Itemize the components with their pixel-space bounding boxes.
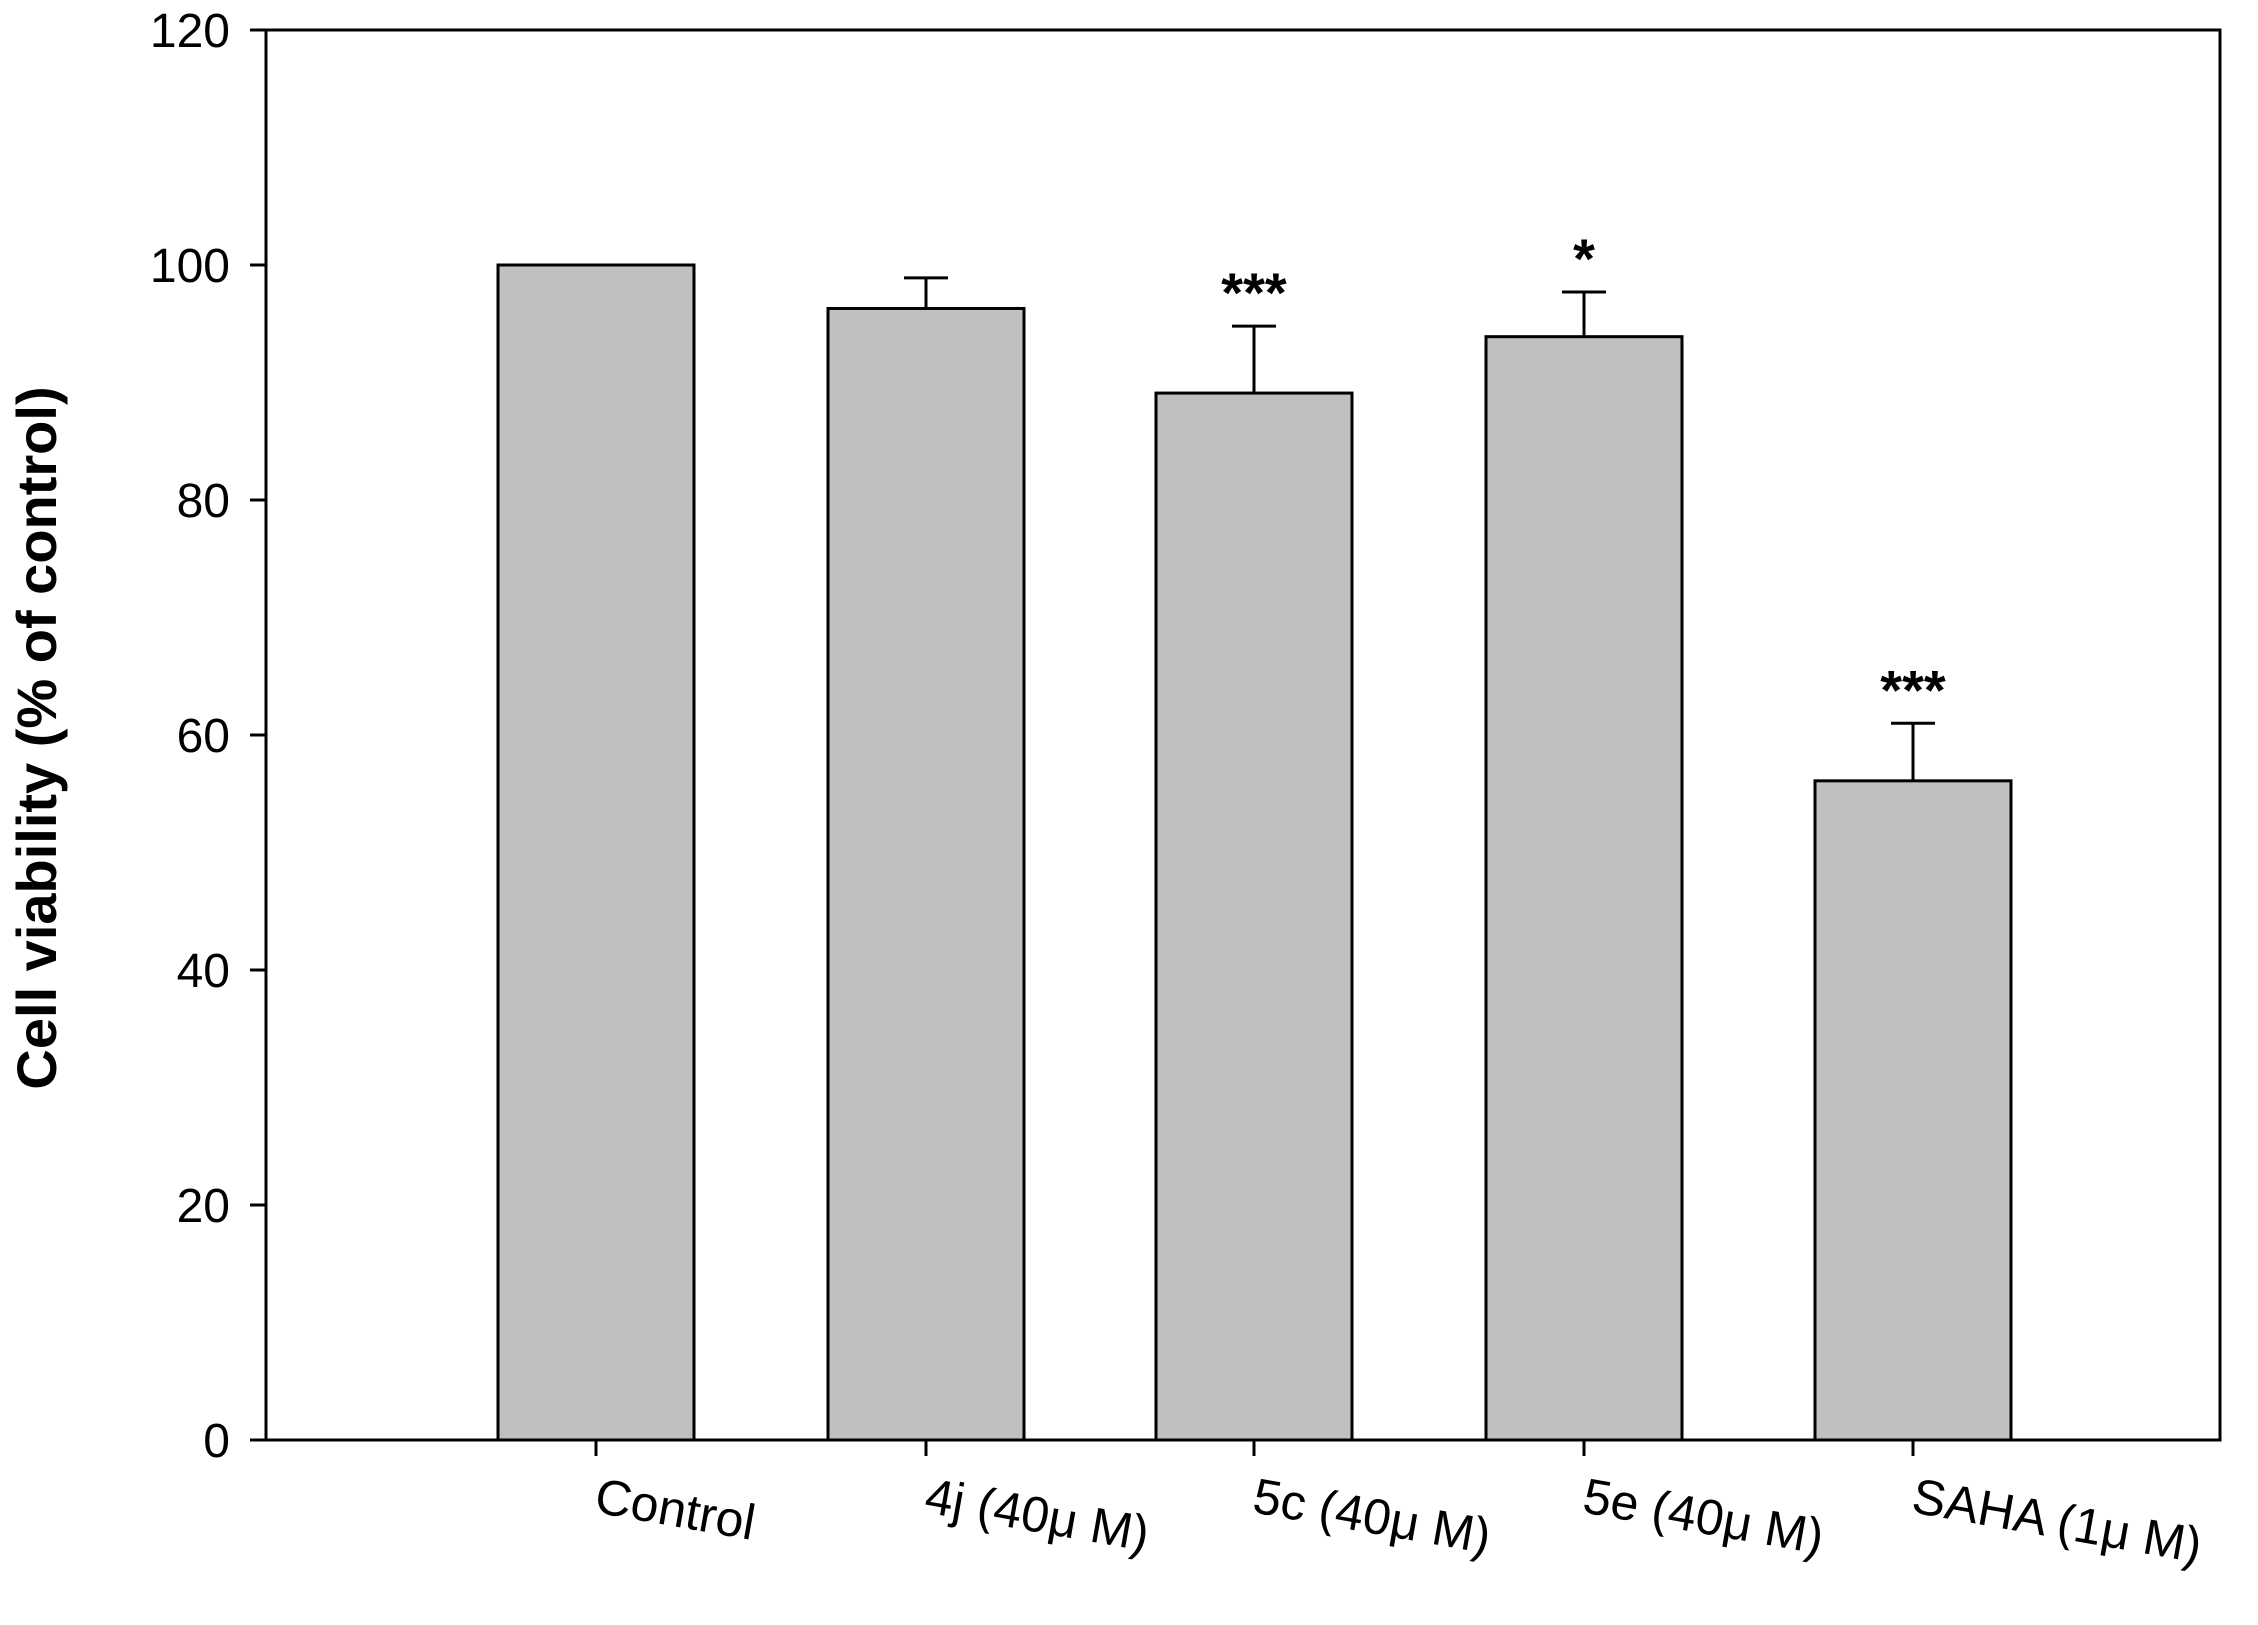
bar bbox=[496, 263, 696, 1442]
y-tick-label: 80 bbox=[177, 475, 230, 528]
x-axis-ticks: Control 4j (40μ M) 5c (40μ M) 5e (40μ M) SAH… bbox=[591, 1440, 2206, 1574]
y-axis-label: Cell viability (% of control) bbox=[5, 386, 68, 1089]
y-tick-label: 120 bbox=[150, 5, 230, 58]
error-bars: ******* bbox=[904, 227, 1946, 781]
significance-marker: *** bbox=[1880, 658, 1946, 721]
y-axis-ticks: 0 20 40 60 80 100 120 bbox=[150, 5, 266, 1468]
y-tick-label: 0 bbox=[203, 1415, 230, 1468]
bars bbox=[496, 263, 2013, 1442]
significance-marker: *** bbox=[1221, 261, 1287, 324]
y-tick-label: 100 bbox=[150, 240, 230, 293]
x-tick-label: Control bbox=[591, 1468, 759, 1551]
bar bbox=[1813, 779, 2013, 1442]
y-tick-label: 40 bbox=[177, 945, 230, 998]
significance-marker: * bbox=[1573, 227, 1595, 290]
x-tick-label: SAHA (1μ M) bbox=[1908, 1468, 2206, 1574]
y-tick-label: 60 bbox=[177, 710, 230, 763]
x-tick-label: 5c (40μ M) bbox=[1249, 1468, 1495, 1565]
bar bbox=[1154, 391, 1354, 1442]
bar bbox=[826, 306, 1026, 1442]
x-tick-label: 5e (40μ M) bbox=[1579, 1468, 1828, 1565]
y-tick-label: 20 bbox=[177, 1180, 230, 1233]
bar bbox=[1484, 335, 1684, 1442]
x-tick-label: 4j (40μ M) bbox=[921, 1468, 1153, 1562]
